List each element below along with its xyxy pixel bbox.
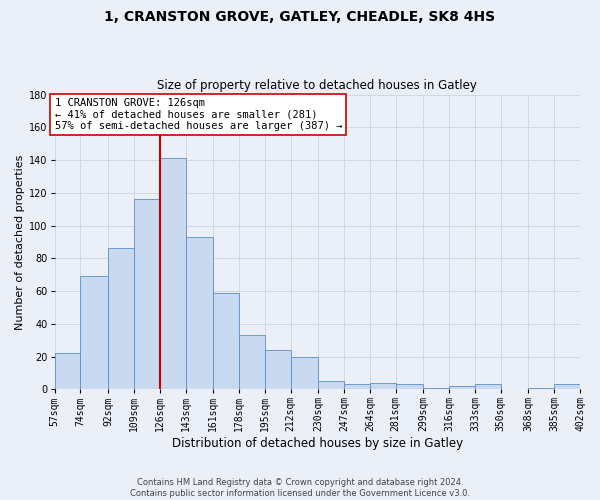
Bar xyxy=(185,237,213,389)
Bar xyxy=(423,388,449,389)
Bar xyxy=(160,158,185,389)
Bar xyxy=(396,384,423,389)
Bar xyxy=(449,386,475,389)
Bar xyxy=(108,248,134,389)
Bar xyxy=(370,382,396,389)
Bar xyxy=(55,353,80,389)
Bar xyxy=(290,356,318,389)
Y-axis label: Number of detached properties: Number of detached properties xyxy=(15,154,25,330)
Text: 1 CRANSTON GROVE: 126sqm
← 41% of detached houses are smaller (281)
57% of semi-: 1 CRANSTON GROVE: 126sqm ← 41% of detach… xyxy=(55,98,342,131)
Bar xyxy=(134,200,160,389)
Bar xyxy=(344,384,370,389)
Bar xyxy=(475,384,501,389)
Title: Size of property relative to detached houses in Gatley: Size of property relative to detached ho… xyxy=(157,79,477,92)
Bar xyxy=(80,276,108,389)
Bar xyxy=(528,388,554,389)
Bar xyxy=(318,381,344,389)
Bar xyxy=(239,335,265,389)
Bar xyxy=(554,384,580,389)
X-axis label: Distribution of detached houses by size in Gatley: Distribution of detached houses by size … xyxy=(172,437,463,450)
Bar xyxy=(213,292,239,389)
Bar xyxy=(265,350,290,389)
Text: 1, CRANSTON GROVE, GATLEY, CHEADLE, SK8 4HS: 1, CRANSTON GROVE, GATLEY, CHEADLE, SK8 … xyxy=(104,10,496,24)
Text: Contains HM Land Registry data © Crown copyright and database right 2024.
Contai: Contains HM Land Registry data © Crown c… xyxy=(130,478,470,498)
